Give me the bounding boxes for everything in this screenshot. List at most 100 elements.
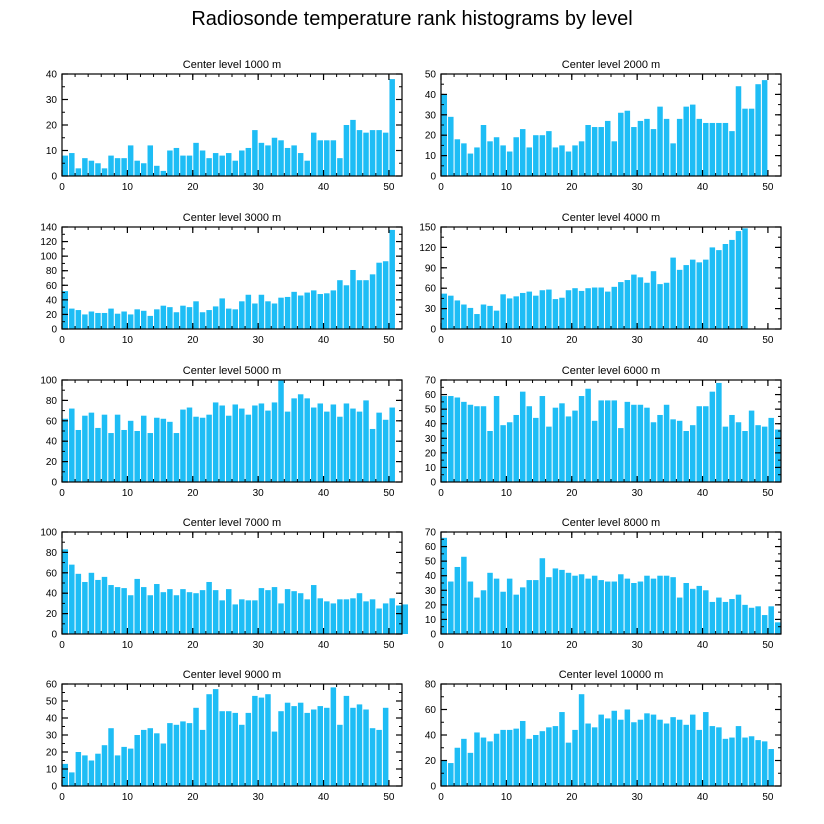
histogram-bar <box>225 308 232 329</box>
histogram-bar <box>278 297 284 329</box>
histogram-bar <box>82 314 88 329</box>
histogram-bar <box>676 118 683 176</box>
x-tick-label: 20 <box>187 792 199 803</box>
histogram-bar <box>454 566 461 634</box>
histogram-bar <box>376 130 382 176</box>
histogram-bar <box>232 404 239 482</box>
histogram-bar <box>441 396 448 482</box>
histogram-bar <box>650 129 657 176</box>
histogram-bar <box>448 763 454 786</box>
histogram-bar <box>180 155 186 176</box>
histogram-bar <box>735 86 742 176</box>
panel-title: Center level 9000 m <box>183 669 281 681</box>
histogram-bar <box>304 160 310 176</box>
histogram-bar <box>140 310 147 329</box>
histogram-bar <box>474 732 480 786</box>
histogram-bar <box>663 404 670 482</box>
histogram-bar <box>578 290 585 329</box>
histogram-panel: Center level 9000 m 0 10 20 30 40 50 0 10 20 30 40 5… <box>46 669 403 803</box>
histogram-bar <box>519 129 526 176</box>
histogram-bar <box>369 728 376 786</box>
histogram-bar <box>206 694 212 786</box>
histogram-bar <box>703 259 709 329</box>
histogram-bar <box>199 417 206 482</box>
histogram-bar <box>624 709 631 786</box>
histogram-bar <box>310 407 317 482</box>
histogram-bar <box>493 578 500 634</box>
histogram-bar <box>69 408 75 482</box>
histogram-bar <box>761 615 768 634</box>
y-tick-label: 10 <box>46 146 58 157</box>
histogram-bar <box>631 722 637 786</box>
histogram-bar <box>696 262 703 329</box>
x-tick-label: 40 <box>318 182 330 193</box>
histogram-bar <box>389 229 395 329</box>
histogram-bar <box>454 747 461 786</box>
histogram-bar <box>134 578 140 634</box>
histogram-bar <box>748 108 755 176</box>
histogram-bar <box>487 572 493 634</box>
y-tick-label: 0 <box>430 782 436 793</box>
histogram-bar <box>611 400 618 482</box>
histogram-bar <box>559 569 565 634</box>
histogram-bar <box>356 130 363 176</box>
x-tick-label: 0 <box>438 488 444 499</box>
y-tick-label: 60 <box>46 568 58 579</box>
x-tick-label: 30 <box>632 182 644 193</box>
histogram-bar <box>467 153 474 176</box>
histogram-bar <box>644 713 650 786</box>
histogram-bar <box>467 404 474 482</box>
histogram-bar <box>402 604 409 634</box>
histogram-bar <box>297 702 304 786</box>
histogram-bar <box>611 286 618 329</box>
histogram-bar <box>755 425 761 482</box>
histogram-bar <box>703 122 709 176</box>
histogram-bar <box>624 578 631 634</box>
y-tick-label: 100 <box>40 376 57 387</box>
histogram-bar <box>160 305 167 329</box>
histogram-bar <box>716 727 722 786</box>
histogram-bar <box>768 606 774 634</box>
x-tick-label: 30 <box>632 792 644 803</box>
histogram-bar <box>631 404 637 482</box>
x-tick-label: 50 <box>383 182 395 193</box>
y-tick-label: 40 <box>425 419 437 430</box>
histogram-bar <box>75 429 82 482</box>
histogram-bar <box>552 568 559 634</box>
histogram-bar <box>265 694 271 786</box>
histogram-bar <box>337 724 343 786</box>
histogram-bar <box>337 599 343 634</box>
histogram-bar <box>127 748 134 786</box>
histogram-bar <box>121 158 127 176</box>
histogram-panel: Center level 8000 m 0 10 20 30 40 50 0 10 20 30 40 5… <box>425 517 782 651</box>
histogram-bar <box>343 403 350 482</box>
histogram-bar <box>552 299 559 329</box>
histogram-bar <box>206 310 212 329</box>
histogram-bar <box>572 145 578 176</box>
histogram-bar <box>82 581 88 634</box>
histogram-bar <box>324 707 330 786</box>
histogram-panel: Center level 4000 m 0 10 20 30 40 50 0 30 60 90 120… <box>419 212 782 346</box>
histogram-bar <box>304 712 310 786</box>
histogram-bar <box>167 589 173 634</box>
histogram-bar <box>127 314 134 329</box>
histogram-bar <box>670 577 676 634</box>
x-tick-label: 20 <box>187 182 199 193</box>
histogram-bar <box>572 575 578 634</box>
y-tick-label: 50 <box>425 557 437 568</box>
histogram-bar <box>140 729 147 786</box>
histogram-bar <box>186 592 193 634</box>
histogram-bar <box>663 575 670 634</box>
x-tick-label: 40 <box>697 182 709 193</box>
histogram-bar <box>258 588 265 634</box>
histogram-bar <box>75 310 82 329</box>
histogram-bar <box>539 731 546 786</box>
histogram-bar <box>585 578 591 634</box>
histogram-bar <box>88 412 95 482</box>
histogram-bar <box>565 416 572 482</box>
histogram-bar <box>474 147 480 176</box>
histogram-bar <box>572 410 578 482</box>
histogram-bar <box>578 396 585 482</box>
histogram-bar <box>585 288 591 329</box>
histogram-bar <box>506 151 513 176</box>
